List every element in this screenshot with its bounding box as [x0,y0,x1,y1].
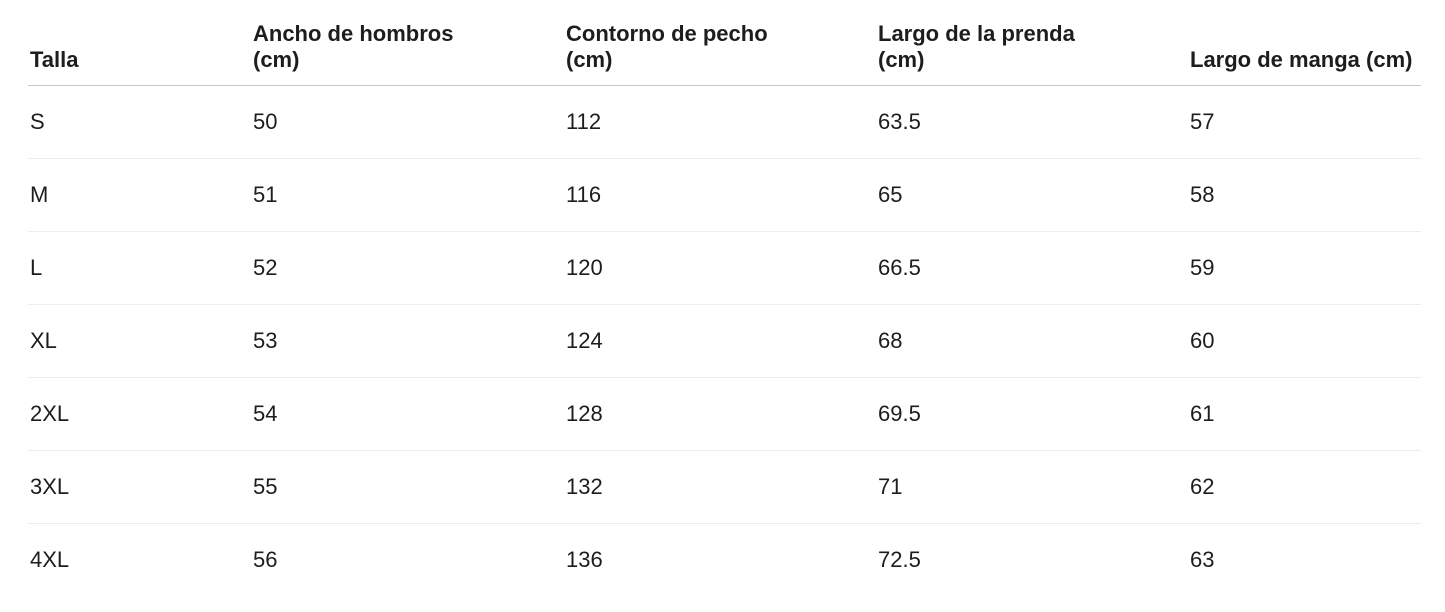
measurement-cell: 68 [876,304,1188,378]
header-text: Contorno de pecho (cm) [566,21,768,72]
header-text: Largo de la prenda (cm) [878,21,1075,72]
measurement-cell: 112 [564,85,876,159]
size-row: XL 53 124 68 60 [28,304,1421,378]
measurement-cell: 116 [564,158,876,232]
column-header: Ancho de hombros (cm) [251,0,564,86]
column-header: Contorno de pecho (cm) [564,0,876,86]
measurement-cell: 53 [251,304,564,378]
measurement-cell: 55 [251,450,564,524]
measurement-cell: 128 [564,377,876,451]
size-row: S 50 112 63.5 57 [28,85,1421,159]
size-row: M 51 116 65 58 [28,158,1421,232]
measurement-cell: 71 [876,450,1188,524]
size-label: 3XL [28,450,251,524]
column-header: Talla [28,0,251,86]
measurement-cell: 66.5 [876,231,1188,305]
size-row: 2XL 54 128 69.5 61 [28,377,1421,451]
size-row: 3XL 55 132 71 62 [28,450,1421,524]
header-text: Talla [30,47,79,72]
measurement-cell: 57 [1188,85,1421,159]
measurement-cell: 120 [564,231,876,305]
size-label: 4XL [30,547,70,572]
size-label: XL [28,304,251,378]
size-label: 2XL [28,377,251,451]
measurement-cell: 136 [566,547,603,572]
table-head: Talla Ancho de hombros (cm) Contorno de pe… [28,0,1421,86]
header-row: Talla Ancho de hombros (cm) Contorno de pe… [28,0,1421,86]
measurement-cell: 50 [251,85,564,159]
measurement-cell: 51 [251,158,564,232]
measurement-cell: 72.5 [878,547,921,572]
column-header: Largo de manga (cm) [1188,0,1421,86]
measurement-cell: 59 [1188,231,1421,305]
header-text: Largo de manga (cm) [1190,47,1413,72]
measurement-cell: 56 [253,547,278,572]
measurement-cell: 63.5 [876,85,1188,159]
column-header: Largo de la prenda (cm) [876,0,1188,86]
size-row: L 52 120 66.5 59 [28,231,1421,305]
size-label: M [28,158,251,232]
size-row: 4XL 56 136 72.5 63 [28,524,1421,597]
measurement-cell: 132 [564,450,876,524]
measurement-cell: 62 [1188,450,1421,524]
measurement-cell: 124 [564,304,876,378]
measurement-cell: 63 [1190,547,1215,572]
measurement-cell: 61 [1188,377,1421,451]
measurement-cell: 58 [1188,158,1421,232]
size-label: L [28,231,251,305]
measurement-cell: 65 [876,158,1188,232]
header-text: Ancho de hombros (cm) [253,21,454,72]
measurement-cell: 60 [1188,304,1421,378]
size-label: S [28,85,251,159]
measurement-cell: 69.5 [876,377,1188,451]
table-body: S 50 112 63.5 57 M 51 116 65 58 L 52 120 66.5 59 XL 53 12… [28,85,1421,597]
measurement-cell: 54 [251,377,564,451]
size-table: Talla Ancho de hombros (cm) Contorno de pe… [28,0,1421,596]
measurement-cell: 52 [251,231,564,305]
